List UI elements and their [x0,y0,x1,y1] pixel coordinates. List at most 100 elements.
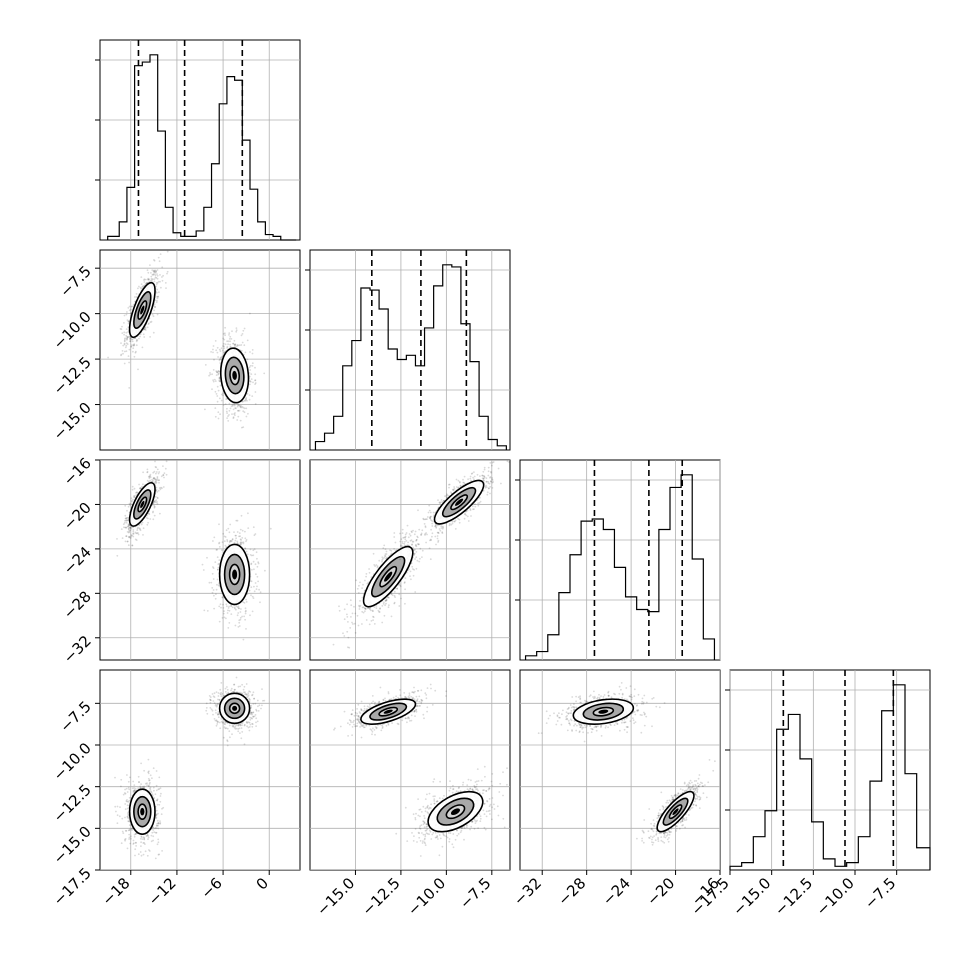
scatter-point [485,486,488,489]
scatter-point [155,270,158,273]
scatter-point [147,785,150,788]
scatter-point [166,250,169,253]
scatter-point [391,594,394,596]
scatter-point [131,305,134,308]
scatter-point [397,584,400,586]
scatter-point [140,836,143,838]
scatter-point [154,495,157,498]
scatter-point [145,282,148,285]
scatter-point [157,838,160,841]
scatter-point [152,315,155,318]
scatter-point [405,540,408,542]
scatter-point [481,474,484,477]
scatter-point [246,339,249,342]
scatter-point [234,534,237,537]
scatter-point [217,370,220,373]
scatter-point [228,531,231,534]
scatter-point [155,486,158,489]
scatter-point [140,276,143,278]
scatter-point [401,545,403,547]
scatter-point [365,575,367,578]
scatter-point [411,544,413,546]
scatter-point [412,540,415,543]
scatter-point [146,523,149,526]
scatter-point [222,342,225,345]
scatter-point [244,399,247,402]
density-core-2-1 [455,498,464,506]
scatter-point [508,461,510,463]
scatter-point [159,280,161,283]
scatter-point [462,478,464,481]
scatter-point [430,519,433,522]
scatter-point [438,528,441,530]
scatter-point [147,784,150,787]
scatter-point [152,511,154,514]
scatter-point [127,811,130,814]
scatter-point [128,535,131,538]
scatter-point [115,810,117,813]
scatter-point [384,553,387,555]
scatter-point [147,512,150,515]
scatter-point [244,612,247,615]
scatter-point [244,537,247,540]
scatter-point [159,795,162,797]
scatter-point [147,772,150,775]
scatter-point [135,344,138,347]
scatter-point [338,609,341,612]
scatter-point [121,830,124,833]
scatter-point [346,630,349,633]
scatter-point [486,493,489,496]
scatter-point [249,351,251,353]
scatter-point [421,556,423,558]
scatter-point [164,282,167,284]
scatter-point [254,366,256,369]
scatter-point [125,342,128,345]
scatter-point [159,822,162,824]
scatter-point [485,480,488,483]
scatter-point [332,643,335,646]
scatter-point [124,792,127,795]
scatter-point [491,464,493,467]
scatter-point [217,568,219,571]
scatter-point [122,523,125,526]
scatter-point [210,351,213,353]
scatter-point [125,334,128,337]
scatter-point [126,774,128,776]
scatter-point [450,523,453,526]
scatter-point [162,465,164,467]
scatter-point [128,526,131,529]
scatter-point [130,499,133,502]
scatter-point [154,306,157,309]
scatter-point [144,850,147,853]
scatter-point [152,839,155,842]
scatter-point [223,610,225,612]
scatter-point [238,607,240,610]
scatter-point [151,273,154,276]
scatter-point [238,532,241,534]
scatter-point [357,592,360,594]
scatter-point [135,339,138,341]
scatter-point [156,282,159,284]
scatter-point [212,348,214,351]
scatter-point [134,296,136,298]
scatter-point [126,337,129,340]
scatter-point [157,472,160,475]
scatter-point [429,539,431,542]
scatter-point [474,503,476,506]
scatter-point [129,527,132,529]
scatter-point [242,410,245,413]
scatter-point [384,599,387,602]
scatter-point [459,485,462,487]
scatter-point [128,530,131,533]
scatter-point [252,560,255,563]
scatter-point [243,411,246,414]
density-core-1-1 [232,569,238,580]
scatter-point [388,604,390,607]
scatter-point [486,491,489,494]
scatter-point [488,482,491,485]
scatter-point [139,786,142,789]
scatter-point [132,344,135,346]
scatter-point [404,538,407,541]
scatter-point [143,842,146,844]
scatter-point [429,517,432,520]
